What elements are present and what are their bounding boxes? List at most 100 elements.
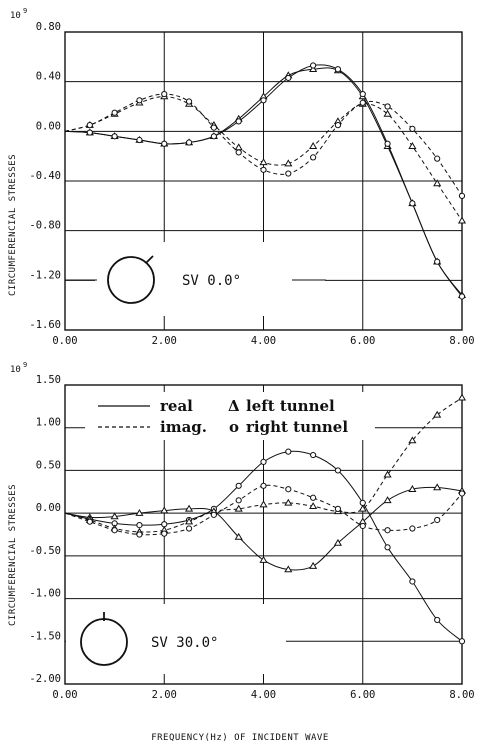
data-point-circle <box>384 544 391 551</box>
data-point-triangle <box>383 109 392 117</box>
x-tick-label: 6.00 <box>350 689 375 701</box>
legend-triangle-icon: Δ <box>228 397 240 415</box>
x-tick-label: 2.00 <box>152 335 177 347</box>
data-point-circle <box>458 638 466 645</box>
y-tick-label: 0.00 <box>36 120 61 132</box>
y-tick-label: -0.50 <box>29 545 61 557</box>
data-point-circle <box>409 125 416 132</box>
chart-panel-top: 0.80 0.40 0.00 -0.40 -0.80 -1.20 -1.60 0.00 2.0… <box>8 7 475 347</box>
y-tick-label: 0.00 <box>36 502 61 514</box>
data-point-circle <box>136 97 143 104</box>
incident-direction-marker-top <box>145 255 154 264</box>
data-point-circle <box>210 133 217 140</box>
data-point-circle <box>310 494 317 501</box>
data-point-triangle <box>433 410 442 418</box>
data-point-circle <box>260 97 267 104</box>
data-point-triangle <box>309 561 318 569</box>
legend-right-tunnel-label: right tunnel <box>246 418 348 436</box>
series-group-bottom <box>64 393 467 645</box>
y-tick-label: 0.80 <box>36 21 61 33</box>
data-point-triangle <box>408 485 417 492</box>
data-point-circle <box>458 490 466 497</box>
x-ticks-bottom: 0.00 2.00 4.00 6.00 8.00 <box>52 689 474 701</box>
data-point-circle <box>185 98 193 105</box>
data-point-triangle <box>408 142 417 149</box>
x-tick-label: 6.00 <box>350 335 375 347</box>
data-point-triangle <box>457 393 467 401</box>
data-point-circle <box>86 122 93 129</box>
data-point-circle <box>185 525 193 532</box>
data-point-circle <box>334 467 342 474</box>
data-point-circle <box>285 170 292 177</box>
data-point-triangle <box>383 470 392 478</box>
data-point-circle <box>210 124 217 131</box>
x-tick-label: 0.00 <box>52 335 77 347</box>
data-point-triangle <box>184 517 194 525</box>
x-tick-label: 2.00 <box>152 689 177 701</box>
data-point-triangle <box>284 159 293 167</box>
data-point-triangle <box>309 65 318 72</box>
data-point-circle <box>235 118 242 125</box>
data-point-circle <box>185 139 193 146</box>
data-point-circle <box>136 531 143 538</box>
data-point-triangle <box>234 504 243 512</box>
data-point-circle <box>235 482 242 489</box>
data-point-circle <box>334 122 342 129</box>
y-tick-label: 0.50 <box>36 459 61 471</box>
data-point-circle <box>384 527 391 534</box>
y-tick-label: -1.00 <box>29 588 61 600</box>
x-tick-label: 8.00 <box>449 689 474 701</box>
data-point-circle <box>434 155 441 162</box>
legend-box <box>85 392 375 440</box>
data-point-circle <box>458 293 466 300</box>
data-point-circle <box>434 616 441 624</box>
data-point-circle <box>310 62 317 69</box>
x-tick-label: 4.00 <box>251 689 276 701</box>
annotation-text-bottom: SV 30.0° <box>151 635 218 651</box>
data-point-triangle <box>234 532 243 540</box>
y-exponent-power-top: 9 <box>23 7 27 15</box>
data-point-circle <box>434 516 441 524</box>
y-exponent-base-bottom: 10 <box>10 365 21 375</box>
data-point-circle <box>285 486 292 493</box>
y-axis-label-top: CIRCUMFERENCIAL STRESSES <box>8 154 18 296</box>
data-point-circle <box>86 518 93 525</box>
data-point-circle <box>111 133 118 140</box>
data-point-circle <box>384 140 391 147</box>
data-point-triangle <box>284 565 293 573</box>
data-point-circle <box>409 578 416 585</box>
x-tick-label: 8.00 <box>449 335 474 347</box>
data-point-triangle <box>383 496 392 504</box>
data-point-circle <box>285 74 292 82</box>
annotation-box-bottom <box>66 604 286 674</box>
chart-panel-bottom: 1.50 1.00 0.50 0.00 -0.50 -1.00 -1.50 -2.00 0.0… <box>8 361 475 701</box>
data-point-circle <box>458 192 466 199</box>
data-point-circle <box>359 522 366 530</box>
data-point-triangle <box>309 502 318 510</box>
data-point-circle <box>111 109 118 116</box>
data-point-circle <box>359 99 366 106</box>
data-point-circle <box>235 497 242 504</box>
y-tick-label: 1.00 <box>36 417 61 429</box>
data-point-triangle <box>184 504 194 512</box>
legend-left-tunnel-label: left tunnel <box>246 397 335 415</box>
data-point-triangle <box>135 508 144 516</box>
data-point-circle <box>334 66 342 73</box>
y-tick-label: -1.60 <box>29 319 61 331</box>
data-point-circle <box>310 154 317 161</box>
data-point-circle <box>161 530 168 537</box>
legend-imag-label: imag. <box>160 418 207 436</box>
y-axis-label-bottom: CIRCUMFERENCIAL STRESSES <box>8 484 18 626</box>
legend-real-label: real <box>160 397 193 415</box>
y-tick-label: -1.20 <box>29 269 61 281</box>
data-point-circle <box>111 527 118 534</box>
x-ticks-top: 0.00 2.00 4.00 6.00 8.00 <box>52 335 474 347</box>
data-point-triangle <box>358 504 367 512</box>
data-point-triangle <box>259 555 268 563</box>
annotation-text-top: SV 0.0° <box>182 273 241 289</box>
data-point-triangle <box>309 142 318 149</box>
x-tick-label: 0.00 <box>52 689 77 701</box>
data-point-circle <box>260 458 267 465</box>
data-point-triangle <box>457 216 467 224</box>
